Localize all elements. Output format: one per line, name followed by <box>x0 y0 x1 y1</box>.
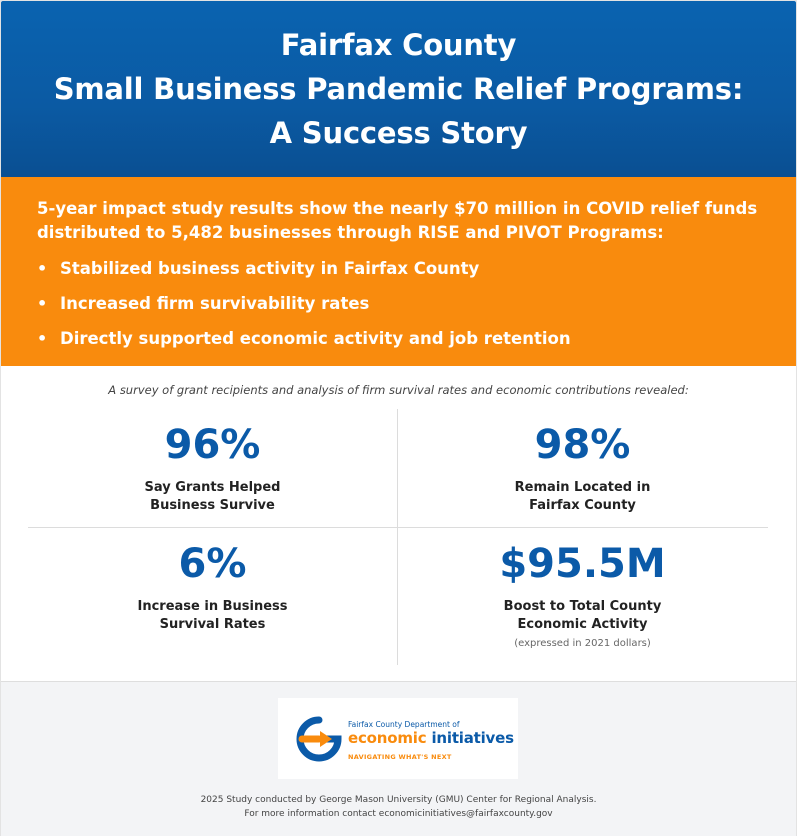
impact-item-text: Stabilized business activity in Fairfax … <box>60 259 480 278</box>
title-line-3: A Success Story <box>269 116 528 150</box>
credit-line-1: 2025 Study conducted by George Mason Uni… <box>200 795 597 805</box>
survey-section: A survey of grant recipients and analysi… <box>1 366 796 682</box>
bullet-icon: • <box>37 329 48 348</box>
stat-label-line-1: Increase in Business <box>137 599 288 614</box>
department-logo: Fairfax County Department of economic in… <box>278 698 518 779</box>
impact-intro-line-2: distributed to 5,482 businesses through … <box>37 223 664 242</box>
stat-label-line-1: Remain Located in <box>514 480 651 495</box>
stat-label-line-2: Economic Activity <box>517 617 648 632</box>
bullet-icon: • <box>37 294 48 313</box>
study-credit: 2025 Study conducted by George Mason Uni… <box>1 793 796 821</box>
stat-card: 96% Say Grants Helped Business Survive <box>28 423 397 515</box>
logo-name-word-2: initiatives <box>431 729 514 747</box>
stat-value: 6% <box>178 541 247 587</box>
stat-label-line-1: Boost to Total County <box>503 599 662 614</box>
grid-divider-horizontal <box>28 527 768 528</box>
impact-summary: 5-year impact study results show the nea… <box>1 177 796 366</box>
stat-label: Increase in Business Survival Rates <box>28 598 397 634</box>
bullet-icon: • <box>37 259 48 278</box>
stat-card: 98% Remain Located in Fairfax County <box>398 423 767 515</box>
stat-note: (expressed in 2021 dollars) <box>514 638 651 649</box>
impact-item: • Increased firm survivability rates <box>37 286 760 321</box>
header-banner: Fairfax County Small Business Pandemic R… <box>1 1 796 177</box>
stat-label: Remain Located in Fairfax County <box>398 479 767 515</box>
economic-initiatives-logo-icon <box>296 716 342 762</box>
stat-card: $95.5M Boost to Total County Economic Ac… <box>398 542 767 649</box>
stat-label-line-1: Say Grants Helped <box>144 480 281 495</box>
stat-card: 6% Increase in Business Survival Rates <box>28 542 397 634</box>
title-line-1: Fairfax County <box>280 28 517 62</box>
credit-line-2: For more information contact economicini… <box>244 809 553 819</box>
impact-intro: 5-year impact study results show the nea… <box>37 197 760 245</box>
stats-grid: 96% Say Grants Helped Business Survive 9… <box>28 409 768 665</box>
title-line-2: Small Business Pandemic Relief Programs: <box>53 72 744 106</box>
survey-caption: A survey of grant recipients and analysi… <box>108 383 689 397</box>
grid-divider-vertical <box>397 409 398 665</box>
page-title: Fairfax County Small Business Pandemic R… <box>54 23 744 155</box>
impact-item-text: Increased firm survivability rates <box>60 294 370 313</box>
stat-value: 96% <box>164 422 261 468</box>
stat-label: Say Grants Helped Business Survive <box>28 479 397 515</box>
stat-label: Boost to Total County Economic Activity <box>398 598 767 634</box>
impact-item: • Directly supported economic activity a… <box>37 321 760 356</box>
impact-intro-line-1: 5-year impact study results show the nea… <box>37 199 758 218</box>
stat-value: $95.5M <box>499 541 666 587</box>
stat-label-line-2: Business Survive <box>150 498 275 513</box>
stat-label-line-2: Survival Rates <box>159 617 266 632</box>
logo-tagline: NAVIGATING WHAT'S NEXT <box>348 753 452 761</box>
stat-label-line-2: Fairfax County <box>529 498 636 513</box>
logo-department-text: Fairfax County Department of <box>348 720 460 729</box>
logo-name: economic initiatives <box>348 729 514 747</box>
impact-item-text: Directly supported economic activity and… <box>60 329 571 348</box>
stat-value: 98% <box>534 422 631 468</box>
logo-name-word-1: economic <box>348 729 427 747</box>
impact-item: • Stabilized business activity in Fairfa… <box>37 251 760 286</box>
footer: Fairfax County Department of economic in… <box>1 681 796 836</box>
impact-list: • Stabilized business activity in Fairfa… <box>37 251 760 356</box>
